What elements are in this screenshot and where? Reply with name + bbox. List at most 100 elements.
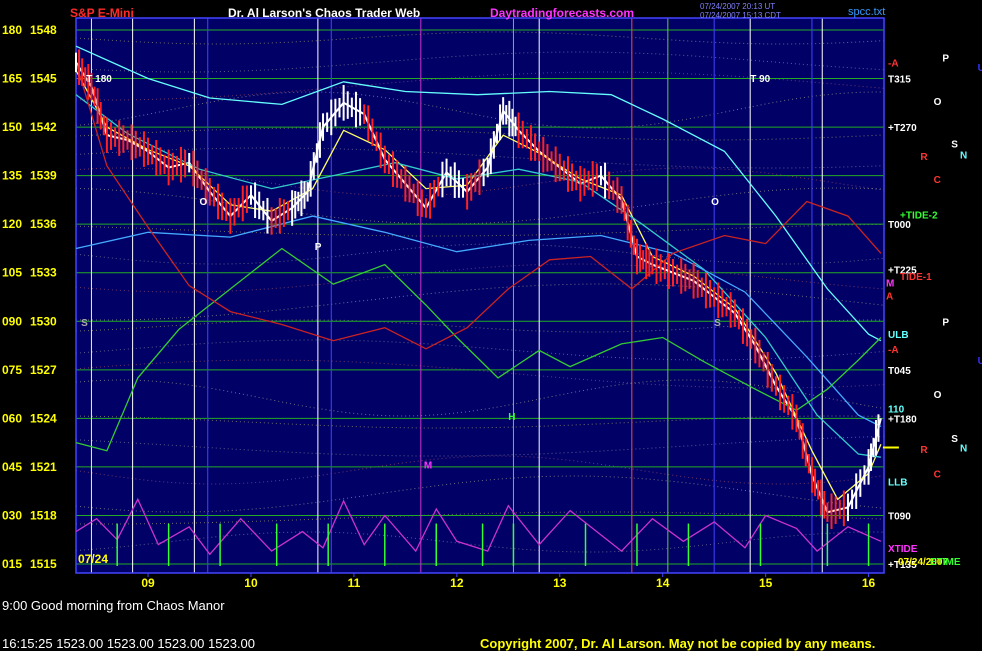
dotted-curve: [75, 359, 885, 389]
site-link[interactable]: Daytradingforecasts.com: [490, 6, 635, 20]
chart-annotation: P: [315, 242, 322, 253]
right-label: +T180: [888, 414, 917, 425]
series-line-5: [75, 247, 882, 452]
y-tick-angle: 180: [2, 23, 22, 37]
planet-glyph: U: [978, 356, 982, 367]
date-label: 07/24: [78, 552, 108, 566]
x-tick-label: 10: [244, 576, 258, 590]
y-tick-price: 1533: [30, 266, 57, 280]
right-label: T090: [888, 511, 911, 522]
y-tick-price: 1548: [30, 23, 57, 37]
right-label: +T135: [888, 560, 917, 571]
chart-annotation: T 90: [750, 74, 770, 85]
y-tick-angle: 060: [2, 411, 22, 425]
planet-glyph: P: [942, 317, 949, 328]
x-tick-label: 13: [553, 576, 567, 590]
y-tick-price: 1536: [30, 217, 57, 231]
planet-glyph: U: [978, 63, 982, 74]
chart-annotation: T 180: [86, 74, 112, 85]
right-label: M: [886, 278, 894, 289]
planet-glyph: R: [920, 152, 928, 163]
dotted-curve: [75, 147, 885, 169]
y-tick-angle: 165: [2, 72, 22, 86]
chart-annotation: S: [714, 318, 721, 329]
right-label: ETIME: [930, 557, 961, 568]
x-tick-label: 09: [141, 576, 155, 590]
right-label: XTIDE: [888, 544, 918, 555]
dotted-curve: [75, 51, 885, 73]
timestamp-cdt: 07/24/2007 15:13 CDT: [700, 11, 781, 20]
series-line-6: [75, 62, 882, 350]
price-quote: 16:15:25 1523.00 1523.00 1523.00 1523.00: [2, 636, 256, 651]
series-line-2: [75, 94, 881, 458]
y-tick-price: 1542: [30, 120, 57, 134]
right-label: -A: [888, 58, 899, 69]
plot-area: [76, 18, 884, 573]
dotted-curve: [75, 127, 885, 141]
planet-glyph: O: [934, 97, 942, 108]
right-label: 110: [888, 405, 905, 416]
y-tick-angle: 090: [2, 314, 22, 328]
x-tick-label: 14: [656, 576, 670, 590]
y-tick-angle: 105: [2, 266, 22, 280]
planet-glyph: N: [960, 151, 967, 162]
copyright-notice: Copyright 2007, Dr. Al Larson. May not b…: [480, 636, 876, 651]
x-tick-label: 11: [348, 576, 361, 590]
y-tick-price: 1539: [30, 169, 57, 183]
planet-glyph: C: [934, 469, 941, 480]
chart-annotation: M: [424, 461, 432, 472]
dotted-curve: [75, 415, 885, 429]
right-label: +TIDE-2: [900, 210, 938, 221]
right-label: -A: [888, 345, 899, 356]
planet-glyph: S: [951, 434, 958, 445]
right-label: TIDE-1: [900, 272, 932, 283]
y-tick-angle: 015: [2, 557, 22, 571]
planet-glyph: N: [960, 443, 967, 454]
chart-annotation: H: [508, 412, 515, 423]
right-label: ULB: [888, 330, 909, 341]
plot-frame: [75, 17, 885, 574]
dotted-curve: [75, 223, 885, 237]
right-label: +T270: [888, 123, 917, 134]
dotted-curve: [75, 319, 884, 333]
dotted-curve: [75, 167, 885, 197]
y-tick-price: 1515: [30, 557, 57, 571]
chart-annotation: O: [200, 197, 208, 208]
y-tick-price: 1524: [30, 411, 57, 425]
dotted-curve: [75, 71, 885, 101]
symbol-title: S&P E-Mini: [70, 6, 134, 20]
status-message: 9:00 Good morning from Chaos Manor: [2, 598, 225, 613]
y-tick-price: 1521: [30, 460, 57, 474]
y-tick-angle: 045: [2, 460, 22, 474]
chart-annotation: S: [81, 318, 88, 329]
dotted-curve: [75, 511, 885, 525]
x-tick-label: 12: [450, 576, 464, 590]
series-line-7: [75, 497, 882, 556]
x-tick-label: 15: [759, 576, 773, 590]
y-tick-angle: 135: [2, 169, 22, 183]
y-tick-price: 1530: [30, 314, 57, 328]
x-tick-label: 16: [862, 576, 876, 590]
right-label: T000: [888, 220, 911, 231]
right-label: A: [886, 291, 893, 302]
chart-annotation: O: [711, 197, 719, 208]
dotted-curve: [75, 475, 885, 513]
timestamp-ut: 07/24/2007 20:13 UT: [700, 2, 776, 11]
planet-glyph: P: [942, 54, 949, 65]
y-tick-angle: 150: [2, 120, 22, 134]
y-tick-price: 1527: [30, 363, 57, 377]
data-file-name: spcc.txt: [848, 6, 886, 18]
planet-glyph: C: [934, 175, 941, 186]
y-tick-angle: 075: [2, 363, 22, 377]
right-label: +T225: [888, 265, 917, 276]
dotted-curve: [75, 91, 885, 129]
chart-title: Dr. Al Larson's Chaos Trader Web: [228, 6, 421, 20]
planet-glyph: S: [951, 139, 958, 150]
series-line-3: [75, 45, 882, 342]
y-tick-price: 1545: [30, 72, 57, 86]
planet-glyph: R: [920, 445, 928, 456]
dotted-curve: [75, 436, 885, 457]
y-tick-price: 1518: [30, 508, 57, 522]
